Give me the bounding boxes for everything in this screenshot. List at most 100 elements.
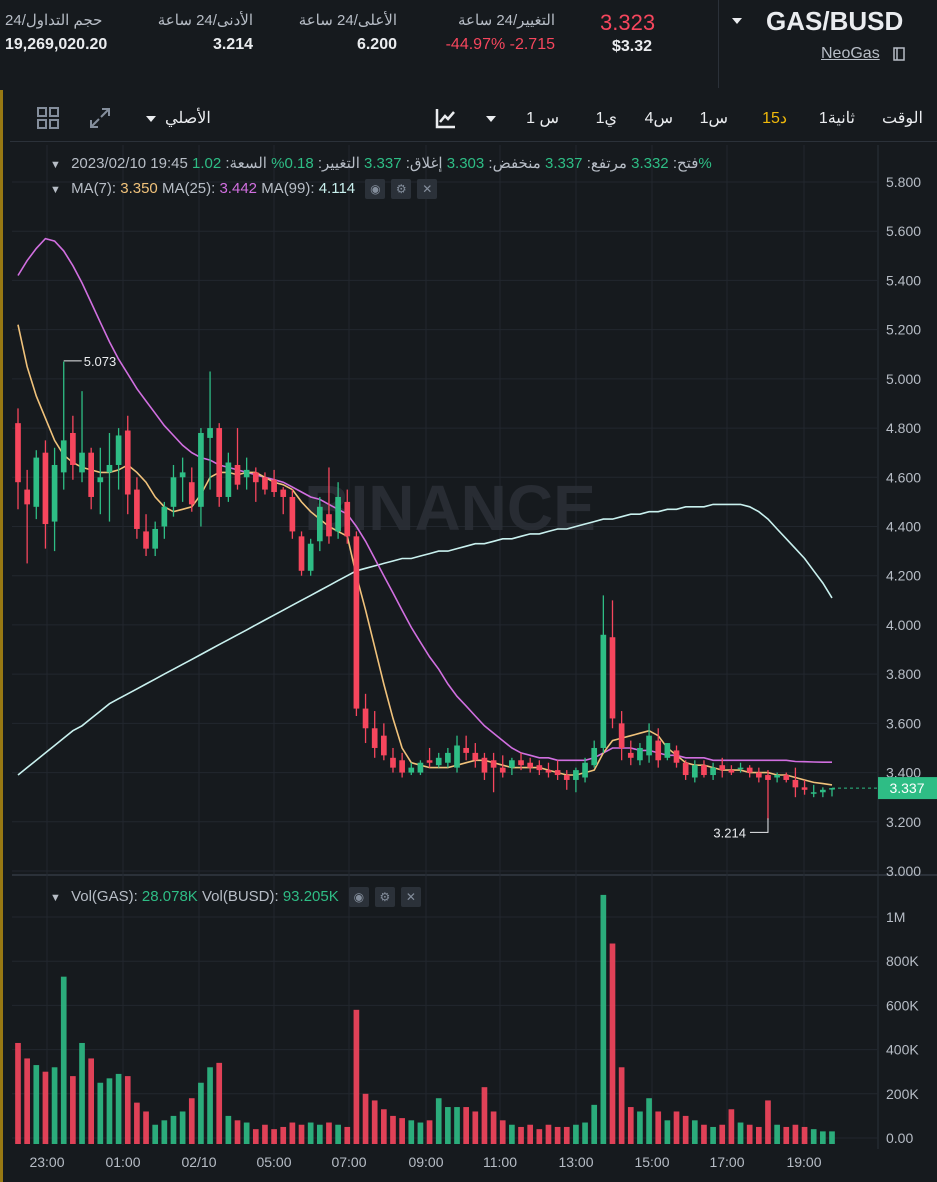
volume-bar: [298, 1124, 305, 1144]
tab-interval-4h[interactable]: 4س: [644, 110, 673, 127]
volume-tick-label: 600K: [886, 997, 919, 1013]
candle-body: [454, 745, 460, 768]
volume-label: حجم التداول/24: [5, 12, 103, 29]
ma-eye-icon[interactable]: ◉: [365, 179, 386, 199]
legend-open-label: فتح:: [672, 155, 699, 172]
price-tick-label: 4.600: [886, 469, 921, 485]
legend-amplitude: 1.02%: [192, 155, 712, 172]
price-tick-label: 5.000: [886, 371, 921, 387]
candle-body: [124, 430, 131, 495]
volume-bar: [691, 1120, 698, 1144]
vol-busd-label: Vol(BUSD):: [201, 887, 279, 905]
candle-body: [152, 528, 159, 549]
layout-grid-icon[interactable]: [36, 106, 60, 130]
volume-bar: [664, 1120, 671, 1144]
candle-body: [582, 762, 588, 778]
volume-bar: [134, 1102, 140, 1144]
candle-body: [243, 469, 250, 478]
candle-body: [79, 452, 85, 473]
candle-body: [344, 501, 351, 537]
candle-body: [673, 750, 680, 763]
interval-dropdown-icon[interactable]: [484, 112, 498, 126]
volume-bar: [591, 1104, 598, 1144]
candle-body: [280, 489, 287, 497]
volume-bar: [152, 1124, 159, 1144]
candle-body: [463, 747, 469, 753]
volume-bar: [582, 1122, 588, 1144]
time-tick-label: 23:00: [29, 1154, 64, 1170]
volume-bar: [463, 1107, 469, 1144]
info-book-icon[interactable]: [892, 46, 906, 62]
ma25-value: 3.442: [219, 179, 258, 197]
candle-body: [399, 760, 405, 773]
legend-close-label: إغلاق:: [405, 155, 443, 172]
tab-interval-1d[interactable]: 1ي: [595, 110, 617, 127]
vol-close-icon[interactable]: ✕: [400, 887, 421, 907]
candle-body: [426, 760, 433, 763]
fullscreen-icon[interactable]: [88, 106, 112, 130]
min-price-label: 3.214: [713, 825, 746, 840]
candle-body: [481, 757, 488, 773]
tab-interval-15m[interactable]: 15د: [762, 110, 787, 127]
candle-body: [527, 762, 534, 768]
volume-bar: [554, 1126, 561, 1144]
volume-bar: [527, 1124, 534, 1144]
candle-body: [573, 770, 579, 780]
legend-date: 2023/02/10 19:45: [71, 155, 188, 172]
ma99-label: MA(99):: [261, 179, 315, 197]
vol-gas-label: Vol(GAS):: [71, 887, 138, 905]
volume-bar: [33, 1065, 40, 1144]
symbol-dropdown-icon[interactable]: [730, 14, 744, 28]
ma-collapse-icon[interactable]: ▼: [50, 183, 61, 196]
view-dropdown-icon[interactable]: [144, 112, 158, 126]
volume-bar: [243, 1122, 250, 1144]
candle-body: [417, 762, 424, 773]
time-tick-label: 07:00: [331, 1154, 366, 1170]
candle-body: [755, 772, 762, 778]
vol-eye-icon[interactable]: ◉: [348, 887, 369, 907]
candle-body: [490, 760, 497, 768]
price-tick-label: 4.000: [886, 617, 921, 633]
coin-name-link[interactable]: NeoGas: [821, 45, 880, 62]
candle-body: [371, 728, 378, 748]
legend-high-label: مرتفع:: [586, 155, 627, 172]
tab-interval-1h[interactable]: 1س: [699, 110, 728, 127]
legend-collapse-icon[interactable]: ▼: [50, 159, 61, 171]
candle-body: [829, 788, 835, 790]
candle-body: [24, 489, 30, 505]
volume-bar: [179, 1111, 186, 1144]
candlestick-chart[interactable]: 5.800 5.600 5.400 5.200 5.000 4.800 4.600 4.400…: [0, 145, 937, 1182]
tab-interval-1s[interactable]: 1ثانية: [818, 110, 855, 127]
candle-body: [618, 723, 625, 748]
ma-settings-icon[interactable]: ⚙: [391, 179, 412, 199]
symbol-title[interactable]: GAS/BUSD: [766, 6, 904, 36]
candle-body: [509, 760, 515, 768]
candle-body: [445, 752, 451, 763]
volume-bar: [810, 1129, 817, 1144]
volume-bar: [518, 1126, 524, 1144]
vol-collapse-icon[interactable]: ▼: [50, 891, 61, 904]
candle-body: [536, 765, 543, 771]
change-value: -44.97% -2.715: [445, 36, 555, 53]
volume-bar: [161, 1120, 168, 1144]
price-tick-label: 5.800: [886, 174, 921, 190]
volume-bar: [719, 1124, 726, 1144]
volume-bar: [563, 1126, 570, 1144]
candle-body: [353, 536, 360, 709]
ma-close-icon[interactable]: ✕: [417, 179, 438, 199]
tab-interval-more[interactable]: 1 س: [526, 110, 559, 127]
candle-body: [600, 634, 607, 748]
indicator-icon[interactable]: [434, 106, 458, 130]
ma7-label: MA(7):: [71, 179, 117, 197]
price-tick-label: 3.000: [886, 863, 921, 879]
time-tick-label: 17:00: [709, 1154, 744, 1170]
volume-bar: [280, 1126, 287, 1144]
view-original[interactable]: الأصلي: [165, 110, 211, 127]
tab-time[interactable]: الوقت: [882, 110, 923, 127]
ma25-label: MA(25):: [161, 179, 216, 197]
price-tick-label: 5.200: [886, 322, 921, 338]
time-tick-label: 13:00: [558, 1154, 593, 1170]
legend-open: 3.332: [631, 155, 669, 172]
volume-bar: [262, 1124, 268, 1144]
vol-settings-icon[interactable]: ⚙: [374, 887, 395, 907]
